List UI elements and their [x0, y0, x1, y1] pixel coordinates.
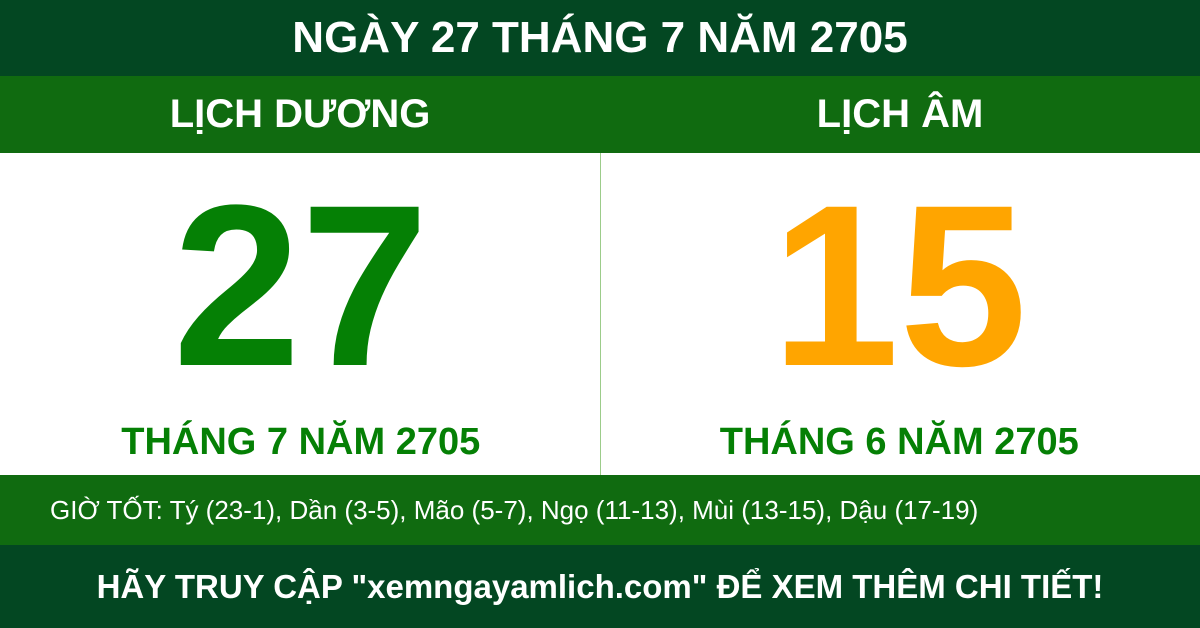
calendar-headers: LỊCH DƯƠNG LỊCH ÂM	[0, 76, 1200, 153]
lunar-month-year: THÁNG 6 NĂM 2705	[719, 421, 1079, 463]
page-title: NGÀY 27 THÁNG 7 NĂM 2705	[0, 0, 1200, 76]
lunar-heading: LỊCH ÂM	[816, 92, 984, 136]
solar-day: 27	[172, 157, 429, 414]
solar-month-year: THÁNG 7 NĂM 2705	[121, 421, 481, 463]
lunar-panel: 15 THÁNG 6 NĂM 2705	[601, 153, 1199, 475]
footer-cta: HÃY TRUY CẬP "xemngayamlich.com" ĐỂ XEM …	[0, 545, 1200, 628]
calendar-body: 27 THÁNG 7 NĂM 2705 15 THÁNG 6 NĂM 2705	[2, 153, 1198, 475]
solar-panel: 27 THÁNG 7 NĂM 2705	[2, 153, 601, 475]
lunar-day: 15	[771, 157, 1028, 414]
good-hours: GIỜ TỐT: Tý (23-1), Dần (3-5), Mão (5-7)…	[50, 495, 979, 525]
solar-heading: LỊCH DƯƠNG	[169, 92, 431, 136]
good-hours-bar: GIỜ TỐT: Tý (23-1), Dần (3-5), Mão (5-7)…	[0, 475, 1200, 545]
